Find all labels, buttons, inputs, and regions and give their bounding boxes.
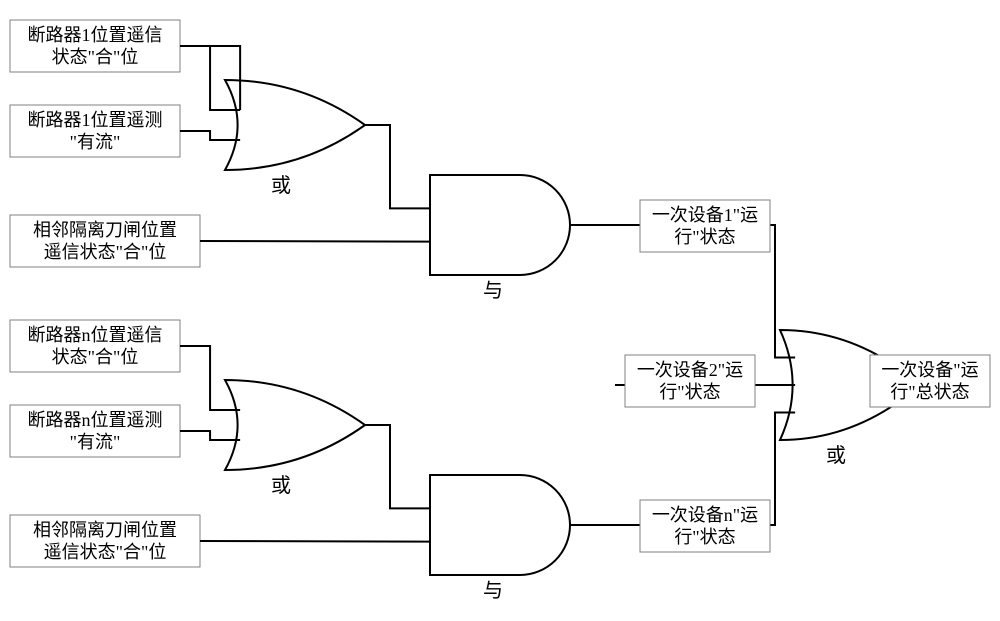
wire [200,541,430,542]
label-in_or1_a-text: 状态"合"位 [52,47,139,67]
label-mid2-front-text: 一次设备2"运 [637,360,743,380]
label-in_or1_a-text: 断路器1位置遥信 [28,25,163,45]
gate-label: 与 [483,579,503,602]
label-mid2-front-text: 行"状态 [659,382,720,402]
label-in_or2_a: 断路器n位置遥信状态"合"位 [10,320,180,372]
wire [180,131,240,140]
label-in_or1_b-text: 断路器1位置遥测 [28,110,163,130]
label-out-front-text: 行"总状态 [890,382,969,402]
label-in_and2_b: 相邻隔离刀闸位置遥信状态"合"位 [10,515,200,567]
label-in_and2_b-text: 遥信状态"合"位 [44,542,167,562]
or-gate [225,80,365,170]
wire [365,125,430,208]
label-mid2-front: 一次设备2"运行"状态 [625,355,755,407]
gate-label: 或 [271,174,291,197]
and-gate [430,475,570,575]
label-in_and1_b-text: 遥信状态"合"位 [44,242,167,262]
wire [180,46,240,110]
label-in_or2_b-text: "有流" [70,432,121,452]
label-in_or2_b-text: 断路器n位置遥测 [28,410,163,430]
label-mid1-front-text: 行"状态 [674,227,735,247]
label-in_or2_a-text: 断路器n位置遥信 [28,325,163,345]
label-in_or1_a: 断路器1位置遥信状态"合"位 [10,20,180,72]
gate-label: 或 [826,444,846,467]
label-in_and2_b-text: 相邻隔离刀闸位置 [33,520,177,540]
label-in_or2_a-text: 状态"合"位 [52,347,139,367]
label-in_and1_b-text: 相邻隔离刀闸位置 [33,220,177,240]
wire [180,346,240,410]
label-mid1-front-text: 一次设备1"运 [652,205,758,225]
label-in_or1_b-text: "有流" [70,132,121,152]
and-gate [430,175,570,275]
label-midn-front-text: 行"状态 [674,527,735,547]
gate-label: 或 [271,474,291,497]
wire [200,241,430,242]
label-midn-front: 一次设备n"运行"状态 [640,500,770,552]
gate-label: 与 [483,279,503,302]
wire [365,425,430,508]
or-gate [225,380,365,470]
label-out-front: 一次设备"运行"总状态 [870,355,990,407]
label-in_or1_b: 断路器1位置遥测"有流" [10,105,180,157]
label-in_and1_b: 相邻隔离刀闸位置遥信状态"合"位 [10,215,200,267]
label-in_or2_b: 断路器n位置遥测"有流" [10,405,180,457]
wire [180,431,240,440]
label-out-front-text: 一次设备"运 [881,360,978,380]
label-mid1-front: 一次设备1"运行"状态 [640,200,770,252]
label-midn-front-text: 一次设备n"运 [652,505,758,525]
